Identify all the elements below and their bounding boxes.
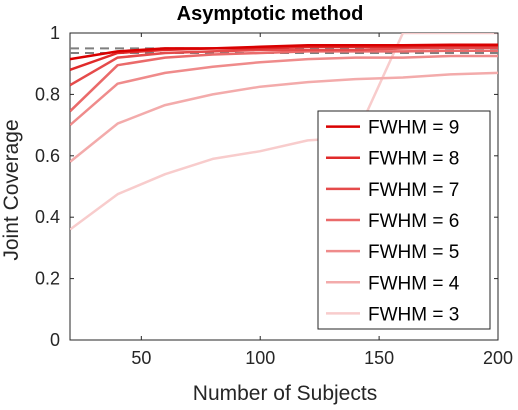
legend-entry: FWHM = 3 — [368, 304, 459, 325]
x-tick-label: 100 — [245, 348, 275, 368]
x-axis-label: Number of Subjects — [193, 382, 377, 405]
y-tick-label: 0.6 — [35, 146, 60, 166]
series-line — [70, 71, 498, 163]
y-axis-label: Joint Coverage — [0, 119, 23, 260]
x-tick-label: 150 — [364, 348, 394, 368]
legend: FWHM = 9 FWHM = 8 FWHM = 7 FWHM = 6 FWHM = 5… — [317, 110, 491, 330]
series-line — [70, 49, 498, 113]
y-tick-label: 0.8 — [35, 84, 60, 104]
legend-entry: FWHM = 4 — [368, 273, 460, 294]
legend-entry: FWHM = 8 — [368, 149, 459, 170]
legend-entry: FWHM = 5 — [368, 242, 459, 263]
legend-entry: FWHM = 9 — [368, 118, 459, 139]
y-tick-label: 0.2 — [35, 269, 60, 289]
series-line — [70, 43, 498, 61]
axis-ticks: 50 100 150 200 0 0.2 0.4 0.6 0.8 1 — [35, 23, 513, 368]
x-tick-label: 200 — [483, 348, 513, 368]
x-tick-label: 50 — [131, 348, 151, 368]
series-line — [70, 33, 498, 231]
legend-entry: FWHM = 6 — [368, 211, 459, 232]
series-line — [70, 54, 498, 127]
series-line — [70, 46, 498, 87]
y-tick-label: 0.4 — [35, 207, 60, 227]
y-tick-label: 0 — [50, 330, 60, 350]
chart-title: Asymptotic method — [177, 3, 364, 25]
y-tick-label: 1 — [50, 23, 60, 43]
series-line — [70, 44, 498, 71]
legend-entry: FWHM = 7 — [368, 180, 459, 201]
